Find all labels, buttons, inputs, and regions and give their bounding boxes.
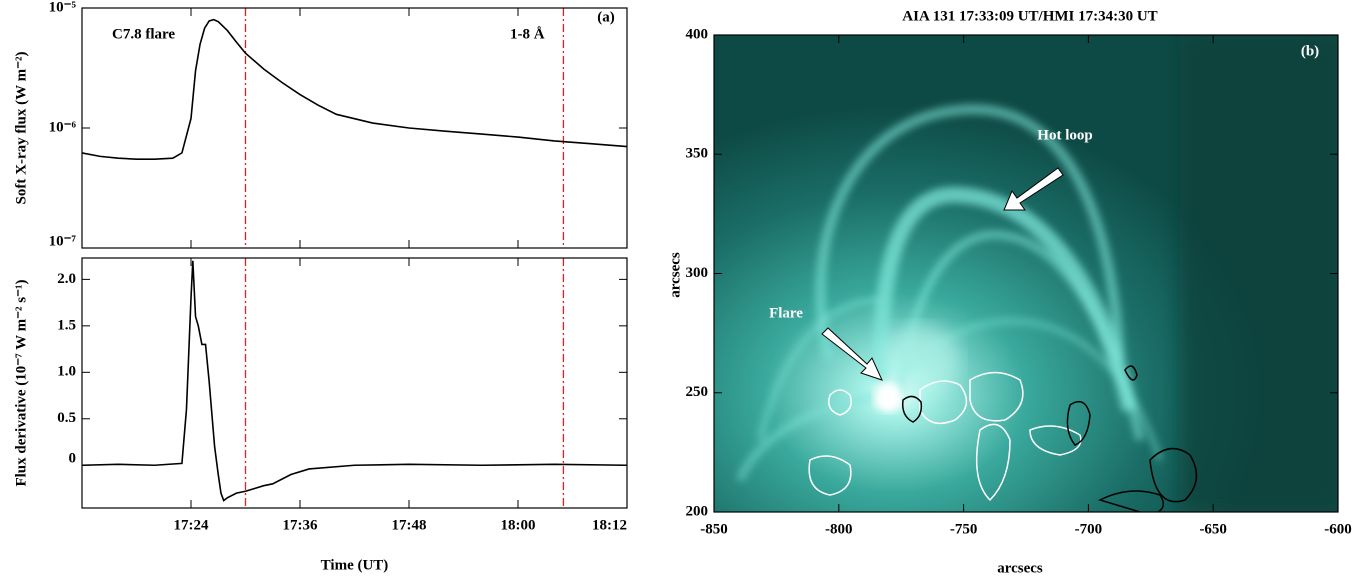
data-line (81, 260, 628, 502)
x-tick-label: 18:12 (592, 517, 627, 533)
panel-label: (b) (1301, 43, 1319, 59)
x-tick-label: 17:48 (392, 517, 427, 533)
y-tick-label: 350 (686, 146, 709, 162)
solar-image (714, 35, 1338, 512)
y-tick-label: 1.0 (57, 364, 76, 380)
x-tick-label: 18:00 (501, 517, 536, 533)
annotation: 1-8 Å (510, 26, 545, 42)
x-tick-label: -750 (950, 521, 978, 537)
y-tick-label: 200 (686, 503, 709, 519)
y-tick-label: 400 (686, 26, 709, 42)
annotation: Hot loop (1037, 127, 1092, 143)
plot-frame (81, 7, 628, 249)
y-tick-label: 10⁻⁵ (49, 0, 77, 15)
data-line (81, 18, 628, 160)
y-axis-label: arcsecs (667, 252, 683, 298)
annotation: Flare (769, 305, 803, 321)
y-tick-label: 10⁻⁷ (49, 233, 77, 249)
x-tick-label: -600 (1324, 521, 1352, 537)
annotation: C7.8 flare (112, 26, 175, 42)
y-tick-label: 1.5 (57, 317, 76, 333)
dark-region (1180, 35, 1338, 512)
x-axis-label: arcsecs (997, 560, 1043, 576)
x-axis-label: Time (UT) (321, 557, 389, 573)
panel-b: AIA 131 17:33:09 UT/HMI 17:34:30 UT arcs… (667, 8, 1351, 576)
flare-core (874, 384, 902, 412)
y-tick-label: 250 (686, 384, 709, 400)
panel-a: 10⁻⁷ 10⁻⁶ 10⁻⁵ Soft X-ray flux (W m⁻²) 17:24… (13, 0, 628, 573)
x-tick-label: -850 (700, 521, 728, 537)
plot-frame (713, 34, 1339, 513)
chart-title: AIA 131 17:33:09 UT/HMI 17:34:30 UT (902, 8, 1157, 24)
contours-positive (808, 371, 1082, 502)
flare-kernel (880, 325, 960, 395)
arrow (821, 327, 883, 381)
x-tick-label: -700 (1075, 521, 1103, 537)
contours-negative (901, 365, 1198, 512)
y-tick-label: 10⁻⁶ (49, 119, 77, 135)
x-tick-label: -800 (825, 521, 853, 537)
y-tick-label: 0.5 (57, 410, 76, 426)
y-tick-label: 0 (69, 451, 77, 467)
plot-frame (81, 257, 628, 509)
arrow (1003, 167, 1064, 211)
y-tick-label: 2.0 (57, 271, 76, 287)
y-axis-label: Soft X-ray flux (W m⁻²) (13, 52, 29, 205)
x-tick-label: 17:36 (283, 517, 318, 533)
y-tick-label: 300 (686, 265, 709, 281)
x-tick-label: -650 (1199, 521, 1227, 537)
y-axis-label: Flux derivative (10⁻⁷ W m⁻² s⁻¹) (13, 279, 29, 486)
panel-label: (a) (597, 9, 615, 25)
x-tick-label: 17:24 (174, 517, 209, 533)
